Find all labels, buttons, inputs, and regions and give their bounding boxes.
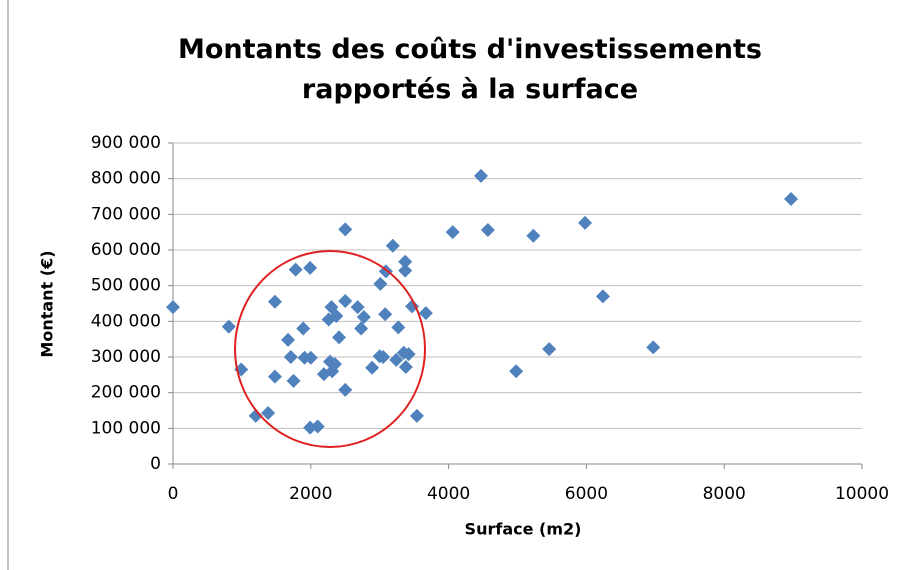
point	[283, 350, 298, 364]
point	[327, 357, 342, 372]
highlight-circle	[234, 250, 426, 448]
point	[338, 222, 353, 237]
y-tick-label: 300 000	[91, 347, 161, 367]
point	[542, 342, 557, 357]
point	[261, 405, 276, 420]
y-tick-label: 0	[150, 454, 161, 474]
point	[389, 352, 404, 367]
y-tick-label: 900 000	[91, 133, 161, 153]
point	[398, 254, 413, 269]
y-tick-label: 800 000	[91, 169, 161, 189]
point	[405, 299, 420, 314]
point	[509, 364, 524, 379]
point	[646, 340, 661, 355]
x-tick-label: 4000	[427, 484, 470, 504]
point	[267, 294, 282, 309]
point	[288, 262, 303, 277]
x-tick-label: 6000	[565, 484, 608, 504]
point	[356, 310, 371, 325]
chart-title: Montants des coûts d'investissements rap…	[178, 34, 762, 105]
point	[445, 225, 460, 240]
point	[296, 321, 311, 336]
point	[473, 168, 488, 183]
point	[365, 360, 380, 375]
x-tick-label: 10000	[835, 484, 889, 504]
point	[329, 308, 344, 323]
x-tick-label: 2000	[289, 484, 332, 504]
point	[267, 369, 282, 384]
point	[332, 330, 347, 345]
point	[338, 294, 353, 309]
point	[784, 191, 799, 206]
y-tick-label: 200 000	[91, 383, 161, 403]
y-tick-label: 100 000	[91, 418, 161, 438]
point	[398, 263, 413, 278]
point	[350, 300, 365, 315]
y-tick-label: 600 000	[91, 240, 161, 260]
point	[526, 228, 541, 243]
point	[418, 306, 433, 321]
y-tick-label: 700 000	[91, 204, 161, 224]
point	[354, 321, 369, 336]
point	[391, 320, 406, 335]
plot-area: 0 100 000 200 000 300 000 400 000 500 000 600 …	[91, 133, 889, 504]
point	[303, 350, 318, 365]
x-axis-label: Surface (m2)	[465, 520, 582, 539]
point	[303, 260, 318, 275]
point	[398, 359, 413, 374]
y-axis-label: Montant (€)	[38, 250, 57, 357]
x-tick-label: 8000	[703, 484, 746, 504]
point	[595, 289, 610, 304]
y-tick-label: 400 000	[91, 311, 161, 331]
point	[480, 223, 495, 238]
x-tick-label: 0	[168, 484, 179, 504]
point	[286, 373, 301, 388]
point	[378, 307, 393, 322]
point	[385, 238, 400, 253]
point	[221, 319, 236, 334]
point	[166, 300, 180, 315]
y-tick-label: 500 000	[91, 276, 161, 296]
point	[409, 408, 424, 423]
point	[310, 419, 325, 434]
point	[376, 350, 391, 364]
point	[248, 408, 263, 423]
point	[401, 347, 416, 362]
point	[373, 276, 388, 291]
point	[281, 332, 296, 347]
point	[338, 382, 353, 397]
point	[578, 215, 593, 230]
